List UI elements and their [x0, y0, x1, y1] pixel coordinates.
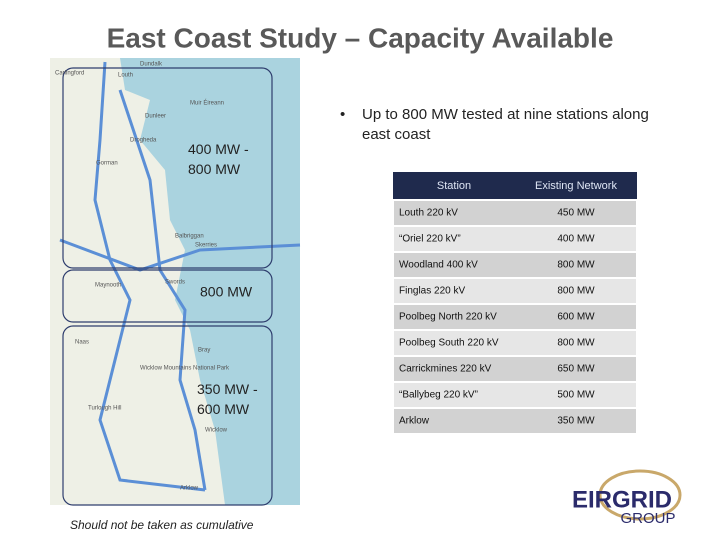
- table-header: [393, 172, 637, 200]
- station-cell: Carrickmines 220 kV: [399, 364, 492, 375]
- map-line: [93, 61, 206, 492]
- footnote: Should not be taken as cumulative: [70, 518, 254, 532]
- table-row: [392, 251, 638, 279]
- station-cell: “Ballybeg 220 kV”: [399, 390, 478, 401]
- bullet-text: Up to 800 MW tested at nine stations alo…: [362, 106, 649, 143]
- station-cell: Poolbeg North 220 kV: [399, 312, 497, 323]
- map-place: Drogheda: [130, 138, 157, 144]
- station-cell: Woodland 400 kV: [399, 260, 478, 271]
- table-row: [392, 277, 638, 305]
- header-cell: Existing Network: [535, 180, 617, 192]
- map-place: Dunleer: [145, 114, 166, 120]
- capacity-cell: 650 MW: [557, 364, 595, 375]
- region-box: [62, 67, 273, 269]
- header-cell: Station: [437, 180, 471, 192]
- map-place: Muir Éireann: [190, 100, 224, 107]
- station-cell: Louth 220 kV: [399, 208, 458, 219]
- capacity-cell: 450 MW: [557, 208, 595, 219]
- map-place: Carlingford: [55, 71, 84, 77]
- logo-mark: [598, 469, 682, 521]
- capacity-cell: 600 MW: [557, 312, 595, 323]
- map-place: Maynooth: [95, 283, 121, 289]
- map-place: Gorman: [96, 161, 118, 167]
- capacity-cell: 800 MW: [557, 286, 595, 297]
- map-place: Skerries: [195, 243, 217, 249]
- map-land: [50, 58, 225, 505]
- map-place: Dundalk: [140, 62, 163, 68]
- slide-title: East Coast Study – Capacity Available: [107, 22, 614, 53]
- map-place: Wicklow Mountains National Park: [140, 366, 230, 372]
- map: [50, 58, 301, 506]
- capacity-cell: 350 MW: [557, 416, 595, 427]
- table-row: [392, 407, 638, 435]
- map-place: Turlough Hill: [88, 406, 121, 412]
- map-line: [59, 238, 301, 272]
- station-cell: Arklow: [399, 416, 430, 427]
- logo-name: EIRGRID: [572, 486, 672, 513]
- map-place: Swords: [165, 280, 185, 286]
- region-box: [62, 325, 273, 506]
- table-row: [392, 329, 638, 357]
- map-line: [118, 89, 207, 491]
- map-place: Bray: [198, 348, 210, 354]
- table-row: [392, 225, 638, 253]
- map-place: Louth: [118, 73, 133, 79]
- bullet-dot: •: [340, 106, 345, 123]
- station-cell: “Oriel 220 kV”: [399, 234, 461, 245]
- capacity-cell: 500 MW: [557, 390, 595, 401]
- station-cell: Poolbeg South 220 kV: [399, 338, 499, 349]
- region-label: 800 MW: [200, 284, 253, 300]
- region-label: 400 MW -800 MW: [188, 141, 249, 177]
- map-place: Wicklow: [205, 428, 228, 434]
- capacity-cell: 800 MW: [557, 338, 595, 349]
- capacity-cell: 800 MW: [557, 260, 595, 271]
- region-label: 350 MW -600 MW: [197, 381, 258, 417]
- map-place: Arklow: [180, 486, 199, 492]
- capacity-cell: 400 MW: [557, 234, 595, 245]
- station-cell: Finglas 220 kV: [399, 286, 465, 297]
- region-box: [62, 269, 273, 323]
- logo-sub: GROUP: [620, 510, 675, 527]
- map-place: Naas: [75, 340, 89, 346]
- logo: EIRGRID GROUP: [572, 469, 682, 527]
- map-place: Balbriggan: [175, 234, 204, 240]
